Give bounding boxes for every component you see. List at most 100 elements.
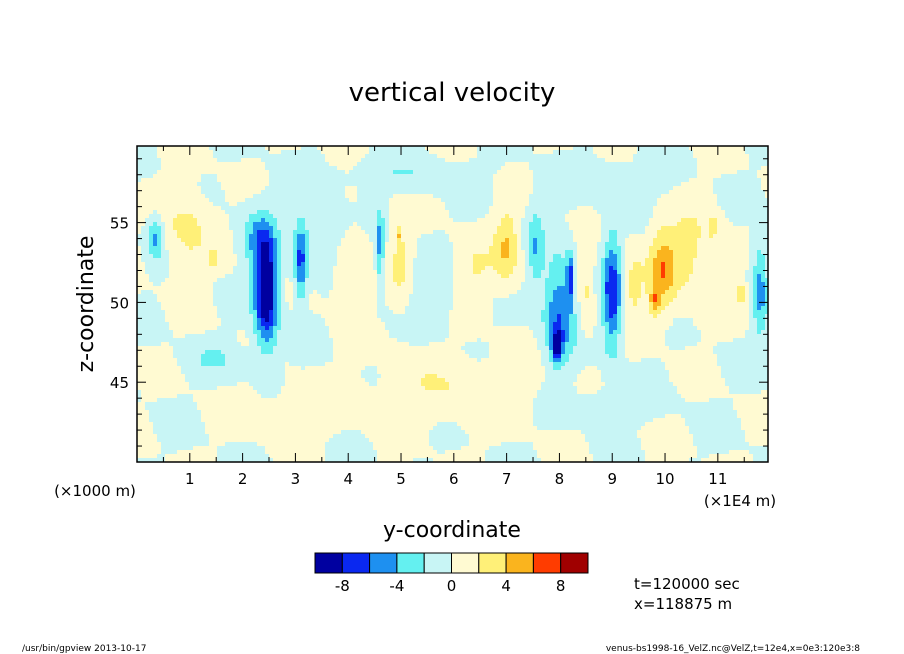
contour-cell — [241, 438, 246, 443]
contour-cell — [257, 310, 262, 315]
contour-cell — [313, 210, 318, 215]
contour-cell — [257, 262, 262, 267]
contour-cell — [193, 354, 198, 359]
contour-cell — [301, 386, 306, 391]
contour-cell — [321, 186, 326, 191]
contour-cell — [253, 222, 258, 227]
contour-cell — [333, 202, 338, 207]
contour-cell — [161, 290, 166, 295]
contour-cell — [293, 262, 298, 267]
contour-cell — [365, 434, 370, 439]
contour-cell — [313, 394, 318, 399]
contour-cell — [325, 246, 330, 251]
contour-cell — [205, 418, 210, 423]
contour-cell — [361, 374, 366, 379]
contour-cell — [385, 322, 390, 327]
contour-cell — [293, 286, 298, 291]
contour-cell — [285, 254, 290, 259]
contour-cell — [161, 434, 166, 439]
contour-cell — [345, 270, 350, 275]
contour-cell — [285, 386, 290, 391]
contour-cell — [165, 442, 170, 447]
contour-cell — [281, 390, 286, 395]
contour-cell — [273, 246, 278, 251]
contour-cell — [193, 314, 198, 319]
contour-cell — [353, 354, 358, 359]
contour-cell — [161, 446, 166, 451]
contour-cell — [269, 254, 274, 259]
contour-cell — [157, 330, 162, 335]
contour-cell — [241, 326, 246, 331]
contour-cell — [173, 314, 178, 319]
contour-cell — [153, 270, 158, 275]
contour-cell — [141, 186, 146, 191]
contour-cell — [329, 182, 334, 187]
contour-cell — [193, 370, 198, 375]
contour-cell — [169, 238, 174, 243]
contour-cell — [173, 186, 178, 191]
contour-cell — [325, 438, 330, 443]
contour-cell — [225, 374, 230, 379]
contour-cell — [157, 254, 162, 259]
contour-cell — [321, 326, 326, 331]
contour-cell — [293, 430, 298, 435]
contour-cell — [229, 202, 234, 207]
contour-cell — [233, 330, 238, 335]
contour-cell — [361, 258, 366, 263]
contour-cell — [233, 194, 238, 199]
contour-cell — [321, 434, 326, 439]
contour-cell — [197, 374, 202, 379]
contour-cell — [137, 202, 142, 207]
contour-cell — [257, 370, 262, 375]
contour-cell — [221, 410, 226, 415]
contour-cell — [353, 450, 358, 455]
contour-cell — [165, 378, 170, 383]
contour-cell — [213, 258, 218, 263]
contour-cell — [333, 414, 338, 419]
contour-cell — [217, 458, 222, 462]
contour-cell — [229, 170, 234, 175]
contour-cell — [197, 274, 202, 279]
contour-cell — [369, 170, 374, 175]
contour-cell — [197, 150, 202, 155]
contour-cell — [329, 206, 334, 211]
contour-cell — [189, 170, 194, 175]
contour-cell — [385, 410, 390, 415]
contour-cell — [373, 294, 378, 299]
contour-cell — [201, 166, 206, 171]
contour-cell — [145, 270, 150, 275]
contour-cell — [157, 378, 162, 383]
contour-cell — [233, 346, 238, 351]
contour-cell — [197, 154, 202, 159]
contour-cell — [277, 394, 282, 399]
contour-cell — [317, 442, 322, 447]
contour-cell — [249, 302, 254, 307]
contour-cell — [293, 170, 298, 175]
contour-cell — [325, 398, 330, 403]
contour-cell — [145, 306, 150, 311]
contour-cell — [333, 210, 338, 215]
contour-cell — [253, 286, 258, 291]
contour-cell — [337, 162, 342, 167]
contour-cell — [237, 342, 242, 347]
contour-cell — [361, 270, 366, 275]
contour-cell — [341, 238, 346, 243]
contour-cell — [373, 410, 378, 415]
contour-cell — [285, 150, 290, 155]
contour-cell — [353, 174, 358, 179]
contour-cell — [213, 154, 218, 159]
contour-cell — [269, 394, 274, 399]
contour-cell — [277, 318, 282, 323]
contour-cell — [209, 278, 214, 283]
contour-cell — [181, 334, 186, 339]
contour-cell — [389, 210, 394, 215]
contour-cell — [257, 250, 262, 255]
contour-cell — [329, 450, 334, 455]
contour-cell — [189, 362, 194, 367]
contour-cell — [313, 314, 318, 319]
contour-cell — [289, 354, 294, 359]
contour-cell — [189, 434, 194, 439]
contour-cell — [301, 266, 306, 271]
contour-cell — [161, 342, 166, 347]
contour-cell — [189, 178, 194, 183]
